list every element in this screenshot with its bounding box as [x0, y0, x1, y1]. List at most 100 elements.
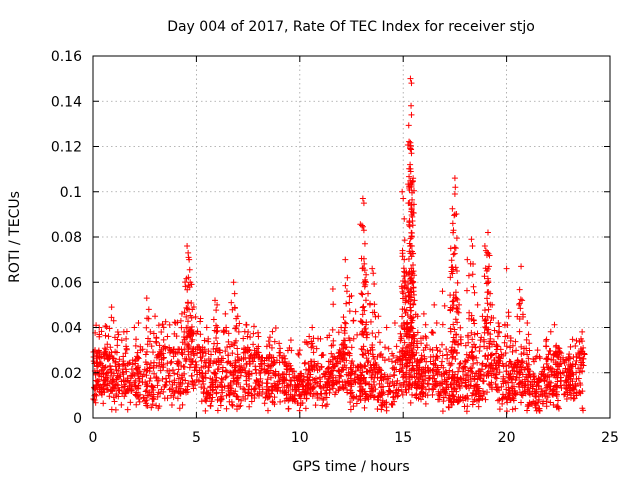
data-point [132, 383, 139, 390]
data-point [345, 335, 352, 342]
data-point [453, 295, 460, 302]
data-point [275, 378, 282, 385]
data-point [471, 289, 478, 296]
data-point [509, 367, 516, 374]
data-point [469, 401, 476, 408]
data-point [118, 337, 125, 344]
data-point [552, 382, 559, 389]
data-point [302, 366, 309, 373]
data-point [232, 325, 239, 332]
data-point [219, 364, 226, 371]
data-point [319, 351, 326, 358]
data-point [531, 358, 538, 365]
data-point [564, 389, 571, 396]
data-point [333, 379, 340, 386]
data-point [407, 161, 414, 168]
data-point [123, 335, 130, 342]
data-point [268, 390, 275, 397]
data-point [302, 405, 309, 412]
data-point [457, 375, 464, 382]
data-point [318, 385, 325, 392]
data-point [223, 405, 230, 412]
data-point [175, 366, 182, 373]
data-point [350, 403, 357, 410]
data-point [164, 395, 171, 402]
data-point [554, 366, 561, 373]
data-point [104, 378, 111, 385]
data-point [243, 321, 250, 328]
data-point [123, 368, 130, 375]
data-point [312, 402, 319, 409]
data-point [128, 366, 135, 373]
data-point [165, 372, 172, 379]
data-point [362, 279, 369, 286]
data-point [107, 372, 114, 379]
data-point [347, 387, 354, 394]
data-point [554, 397, 561, 404]
data-point [444, 351, 451, 358]
data-point [360, 227, 367, 234]
data-point [462, 358, 469, 365]
data-point [555, 404, 562, 411]
data-point [378, 391, 385, 398]
data-point [140, 394, 147, 401]
data-point [250, 341, 257, 348]
data-point [490, 338, 497, 345]
data-point [224, 344, 231, 351]
data-point [144, 361, 151, 368]
data-point [251, 391, 258, 398]
data-point [484, 326, 491, 333]
data-point [93, 392, 100, 399]
data-point [446, 371, 453, 378]
data-point [491, 357, 498, 364]
data-point [512, 405, 519, 412]
data-point [493, 350, 500, 357]
data-point [572, 381, 579, 388]
data-point [333, 380, 340, 387]
data-point [361, 404, 368, 411]
data-point [390, 382, 397, 389]
data-point [413, 349, 420, 356]
data-point [509, 348, 516, 355]
data-point [418, 396, 425, 403]
data-point [543, 343, 550, 350]
data-point [364, 347, 371, 354]
data-point [102, 332, 109, 339]
data-point [544, 382, 551, 389]
data-point [520, 349, 527, 356]
data-point [371, 280, 378, 287]
data-point [160, 344, 167, 351]
data-point [420, 347, 427, 354]
data-point [523, 336, 530, 343]
data-point [128, 373, 135, 380]
data-point [513, 365, 520, 372]
data-point [143, 295, 150, 302]
data-point [469, 336, 476, 343]
data-point [410, 288, 417, 295]
data-point [187, 312, 194, 319]
data-point [359, 291, 366, 298]
data-point [362, 278, 369, 285]
data-point [496, 396, 503, 403]
data-point [106, 325, 113, 332]
data-point [297, 402, 304, 409]
data-point [409, 352, 416, 359]
data-point [355, 363, 362, 370]
data-point [248, 398, 255, 405]
data-point [516, 328, 523, 335]
data-point [336, 346, 343, 353]
data-point [469, 348, 476, 355]
data-point [166, 347, 173, 354]
data-point [288, 377, 295, 384]
data-point [290, 374, 297, 381]
data-point [281, 397, 288, 404]
data-point [243, 361, 250, 368]
data-point [397, 330, 404, 337]
data-point [486, 340, 493, 347]
y-tick-label: 0.12 [51, 140, 82, 156]
data-point [255, 392, 262, 399]
data-point [135, 319, 142, 326]
data-point [494, 384, 501, 391]
data-point [323, 394, 330, 401]
data-point [346, 299, 353, 306]
